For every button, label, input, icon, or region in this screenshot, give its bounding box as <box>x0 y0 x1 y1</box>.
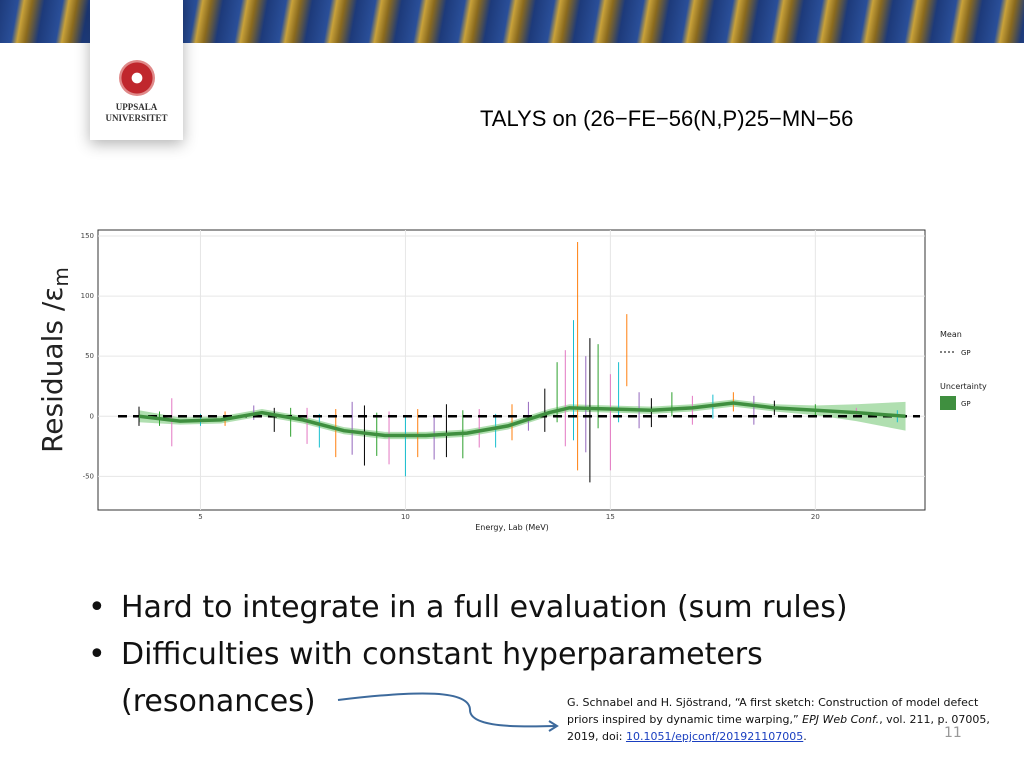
x-tick-label: 5 <box>198 513 202 521</box>
legend-label: GP <box>961 349 971 357</box>
bullet-list: Hard to integrate in a full evaluation (… <box>88 584 848 725</box>
bullet: Hard to integrate in a full evaluation (… <box>88 584 848 631</box>
arrow <box>337 692 556 728</box>
gp-curve <box>138 401 906 438</box>
reference-text: , vol. 211, p. 07005, <box>879 713 990 726</box>
legend-label: GP <box>961 400 971 408</box>
logo-seal <box>118 60 155 96</box>
legend-title: Uncertainty <box>940 382 987 391</box>
logo: UPPSALA UNIVERSITET <box>90 0 183 140</box>
arrow-head <box>548 720 559 732</box>
reference-text: 2019, doi: <box>567 730 626 743</box>
y-tick-label: 0 <box>90 412 94 420</box>
plot-area <box>97 229 926 511</box>
legend-title: Mean <box>940 330 962 339</box>
bullet: Difficulties with constant hyperparamete… <box>88 631 848 678</box>
reference-line: 2019, doi: 10.1051/epjconf/201921107005. <box>567 728 990 745</box>
y-tick-label: 100 <box>81 292 94 300</box>
y-tick-label: -50 <box>83 472 94 480</box>
y-axis-label-main: Residuals /ε <box>36 287 69 453</box>
y-tick-label: 150 <box>81 232 94 240</box>
reference-line: G. Schnabel and H. Sjöstrand, “A first s… <box>567 696 979 709</box>
legend-swatch <box>940 396 956 410</box>
y-axis-label-sub: m <box>49 267 73 286</box>
reference-text: priors inspired by dynamic time warping,… <box>567 713 803 726</box>
x-tick-label: 15 <box>606 513 615 521</box>
journal: EPJ Web Conf. <box>802 713 880 726</box>
y-tick-label: 50 <box>85 352 94 360</box>
reference-line: priors inspired by dynamic time warping,… <box>567 711 990 728</box>
bullet-continuation: (resonances) <box>121 684 316 719</box>
page-number: 11 <box>944 725 962 741</box>
logo-text: UNIVERSITET <box>105 113 168 123</box>
slide-title: TALYS on (26−FE−56(N,P)25−MN−56 <box>480 106 854 131</box>
x-tick-label: 10 <box>401 513 410 521</box>
doi-link[interactable]: 10.1051/epjconf/201921107005 <box>625 730 804 743</box>
y-axis-label: Residuals /εm <box>36 267 73 453</box>
uncertainty-band <box>138 399 906 440</box>
x-axis-label: Energy, Lab (MeV) <box>475 523 549 532</box>
reference-text: . <box>803 730 807 743</box>
x-tick-label: 20 <box>811 513 820 521</box>
logo-text: UPPSALA <box>115 102 158 112</box>
reference: G. Schnabel and H. Sjöstrand, “A first s… <box>567 694 990 745</box>
